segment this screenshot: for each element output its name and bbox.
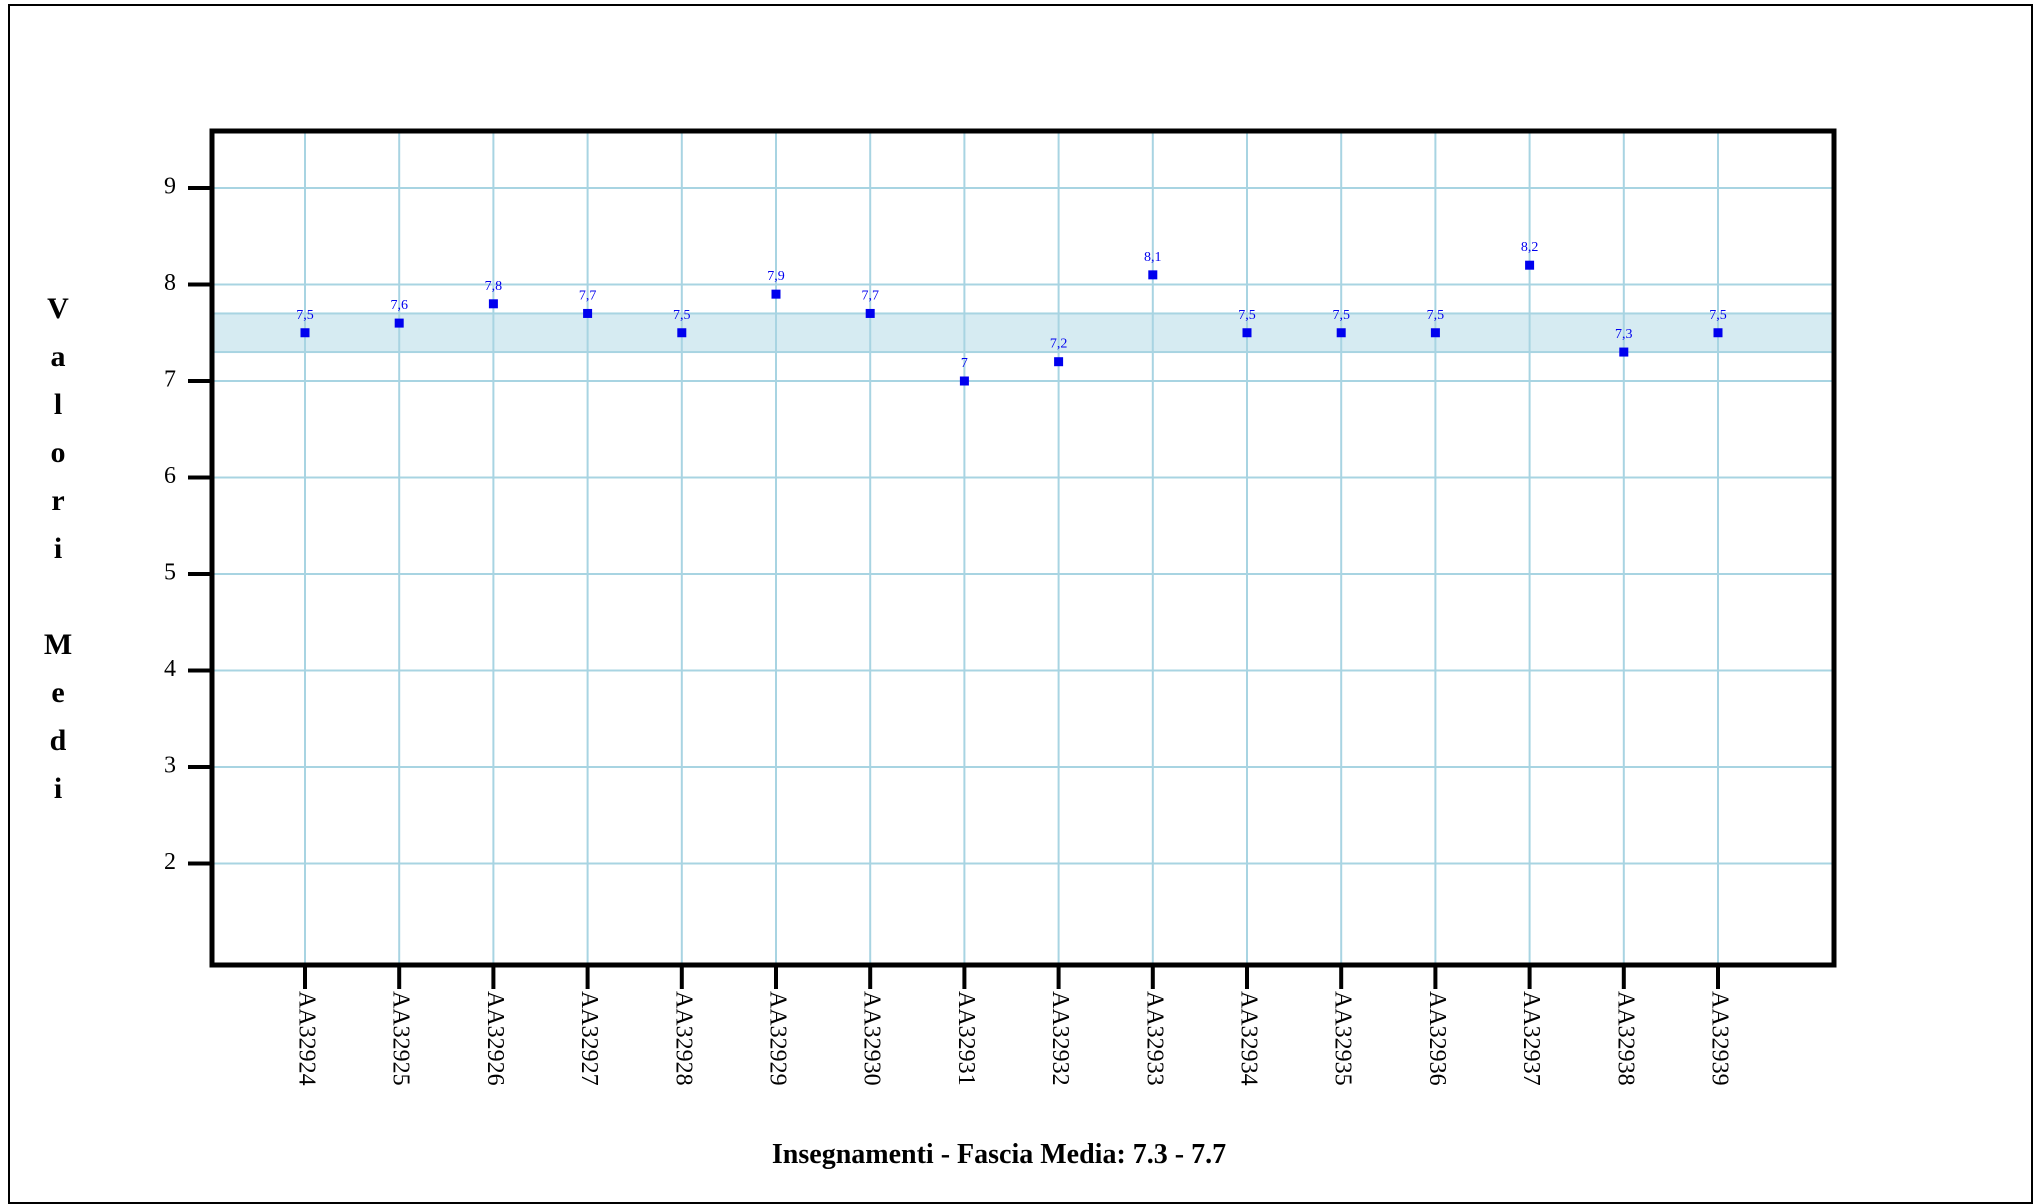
data-point: [300, 328, 310, 338]
y-axis-label-char: r: [51, 484, 64, 517]
x-tick-label: AA32932: [1047, 991, 1073, 1086]
y-tick-label: 2: [164, 849, 176, 875]
average-band-rect: [211, 312, 1835, 354]
data-points: [300, 260, 1723, 386]
data-point: [959, 376, 969, 386]
chart-frame: [8, 4, 2033, 1204]
data-label: 7: [961, 356, 968, 371]
data-point: [488, 299, 498, 309]
y-tick-label: 8: [164, 270, 176, 296]
data-point: [394, 318, 404, 328]
x-tick-label: AA32930: [859, 991, 885, 1086]
data-label: 7,5: [296, 308, 314, 323]
x-tick-label: AA32929: [764, 991, 790, 1086]
data-label: 7,5: [1427, 308, 1445, 323]
data-label: 7,5: [1332, 308, 1350, 323]
data-point: [865, 308, 875, 318]
x-tick-label: AA32931: [953, 991, 979, 1086]
x-ticks: AA32924 AA32925 AA32926 AA32927 AA32928 AA329…: [293, 965, 1733, 1086]
x-tick-label: AA32934: [1235, 991, 1261, 1086]
data-label: 7,8: [485, 279, 503, 294]
data-point: [677, 328, 687, 338]
x-tick-label: AA32928: [670, 991, 696, 1086]
plot-border: [209, 128, 1837, 968]
data-label: 8,1: [1144, 250, 1162, 265]
data-label: 7,5: [1709, 308, 1727, 323]
data-point: [583, 308, 593, 318]
x-tick-label: AA32926: [482, 991, 508, 1086]
data-point: [1148, 270, 1158, 280]
data-point: [1713, 328, 1723, 338]
x-tick-label: AA32925: [388, 991, 414, 1086]
axes: [209, 128, 1837, 968]
data-label: 7,2: [1050, 337, 1068, 352]
y-axis-label-char: i: [54, 532, 62, 565]
data-point: [1336, 328, 1346, 338]
x-tick-label: AA32936: [1424, 991, 1450, 1086]
data-label: 7,5: [1238, 308, 1256, 323]
average-band: [211, 312, 1835, 354]
data-label: 7,7: [579, 288, 597, 303]
y-tick-label: 7: [164, 367, 176, 393]
y-axis-label-char: M: [44, 628, 72, 661]
data-label: 7,5: [673, 308, 691, 323]
data-point: [1054, 357, 1064, 367]
y-axis-label-char: e: [51, 676, 64, 709]
data-point: [1525, 260, 1535, 270]
x-tick-label: AA32938: [1612, 991, 1638, 1086]
x-tick-label: AA32927: [576, 991, 602, 1086]
x-axis-label: Insegnamenti - Fascia Media: 7.3 - 7.7: [772, 1139, 1226, 1170]
y-tick-label: 9: [164, 174, 176, 200]
y-axis-label-char: V: [47, 292, 69, 325]
y-axis-label-char: o: [51, 436, 66, 469]
data-label: 7,7: [861, 288, 879, 303]
data-label: 7,9: [767, 269, 785, 284]
grid: [212, 131, 1834, 965]
x-tick-label: AA32935: [1330, 991, 1356, 1086]
y-tick-label: 3: [164, 753, 176, 779]
x-tick-label: AA32933: [1141, 991, 1167, 1086]
data-point: [771, 289, 781, 299]
y-axis-label-char: a: [51, 340, 66, 373]
data-point: [1242, 328, 1252, 338]
data-labels: 7,5 7,6 7,8 7,7 7,5 7,9 7,7 7 7,2 8,1 7,5 7,5 7,5 8,2…: [296, 240, 1727, 371]
y-ticks: 2 3 4 5 6 7 8 9: [164, 174, 212, 875]
y-axis-label-char: i: [54, 772, 62, 805]
y-tick-label: 4: [164, 656, 176, 682]
data-label: 7,3: [1615, 327, 1633, 342]
data-label: 8,2: [1521, 240, 1539, 255]
x-tick-label: AA32937: [1518, 991, 1544, 1086]
x-tick-label: AA32939: [1706, 991, 1732, 1086]
y-axis-label-char: l: [54, 388, 62, 421]
data-point: [1619, 347, 1629, 357]
data-point: [1430, 328, 1440, 338]
data-label: 7,6: [390, 298, 408, 313]
y-tick-label: 6: [164, 463, 176, 489]
y-axis-label-char: d: [50, 724, 67, 757]
y-tick-label: 5: [164, 560, 176, 586]
x-tick-label: AA32924: [293, 991, 319, 1086]
